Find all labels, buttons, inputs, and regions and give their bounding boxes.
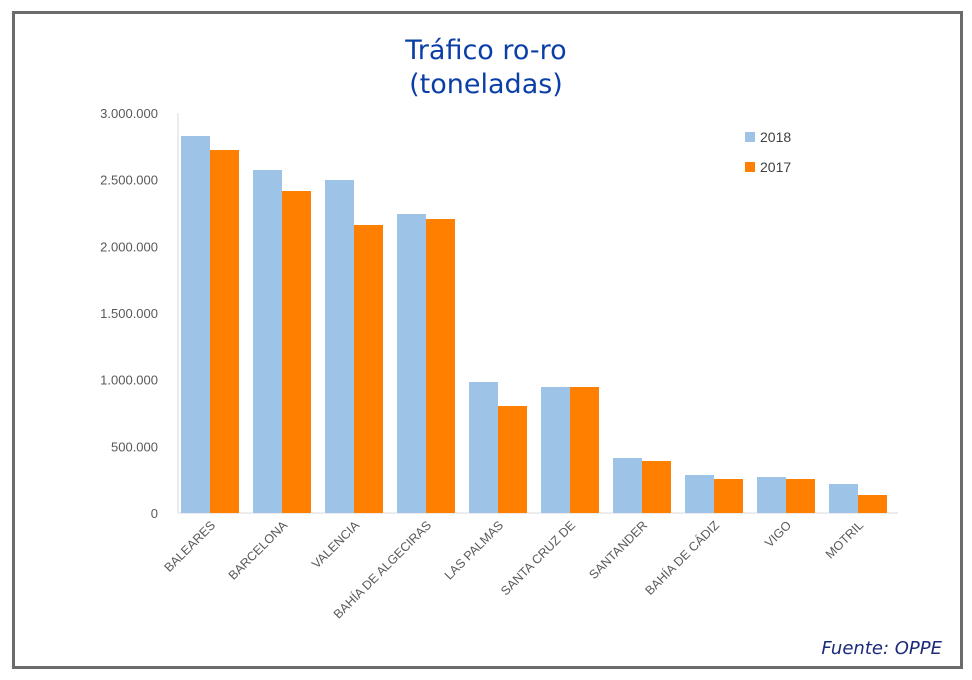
x-tick-label: VIGO — [762, 518, 794, 550]
source-note: Fuente: OPPE — [821, 638, 942, 659]
legend-label: 2018 — [760, 129, 791, 145]
bar-2017 — [858, 495, 887, 513]
legend-swatch-2017 — [745, 162, 755, 172]
legend-swatch-2018 — [745, 132, 755, 142]
y-tick-label: 1.000.000 — [100, 373, 158, 388]
bar-2018 — [541, 387, 570, 513]
bar-2018 — [469, 382, 498, 513]
bar-2018 — [685, 475, 714, 513]
bar-2018 — [613, 458, 642, 513]
y-tick-label: 500.000 — [111, 439, 158, 454]
x-tick-label: BALEARES — [162, 518, 219, 575]
bar-2018 — [325, 180, 354, 513]
bar-2017 — [354, 225, 383, 513]
x-tick-label: BARCELONA — [226, 518, 291, 583]
y-tick-label: 0 — [151, 506, 158, 521]
x-tick-label: VALENCIA — [309, 518, 362, 571]
chart-title-line-2: (toneladas) — [409, 69, 563, 100]
x-tick-label: LAS PALMAS — [442, 518, 506, 582]
bar-2018 — [757, 477, 786, 513]
bar-2018 — [397, 214, 426, 513]
y-tick-label: 3.000.000 — [100, 106, 158, 121]
bar-2017 — [210, 150, 239, 513]
bar-2017 — [426, 219, 455, 513]
y-tick-label: 2.000.000 — [100, 239, 158, 254]
x-tick-label: MOTRIL — [823, 518, 866, 561]
bar-2017 — [498, 406, 527, 513]
bar-2017 — [786, 479, 815, 513]
chart-frame — [12, 11, 963, 669]
y-tick-label: 1.500.000 — [100, 306, 158, 321]
legend-label: 2017 — [760, 159, 791, 175]
bar-2017 — [570, 387, 599, 513]
bar-2017 — [642, 461, 671, 513]
x-tick-label: BAHÍA DE CÁDIZ — [642, 517, 723, 598]
bar-2018 — [829, 484, 858, 513]
x-tick-label: SANTA CRUZ DE — [498, 518, 578, 598]
bar-2017 — [714, 479, 743, 513]
x-tick-label: SANTANDER — [586, 518, 650, 582]
bar-2017 — [282, 191, 311, 513]
chart-title-line-1: Tráfico ro-ro — [405, 35, 567, 66]
bar-2018 — [253, 170, 282, 513]
y-tick-label: 2.500.000 — [100, 173, 158, 188]
bar-2018 — [181, 136, 210, 513]
chart-title: Tráfico ro-ro (toneladas) — [0, 34, 972, 102]
